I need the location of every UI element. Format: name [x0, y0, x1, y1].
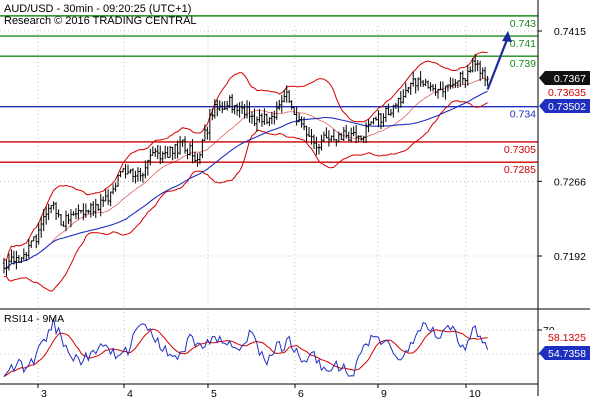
- rsi-line: [3, 317, 489, 377]
- rsi-title: RSI14 - 9MA: [4, 313, 64, 325]
- support-level-label: 0.7305: [504, 144, 536, 156]
- price-badge-last: 0.7367: [539, 71, 590, 85]
- rsi-layer: RSI14 - 9MA: [3, 313, 489, 378]
- rsi-ma-line: [3, 328, 488, 378]
- badges-layer: 0.7367 0.73635 0.73502 58.1325 54.7358: [539, 71, 590, 360]
- support-level-label: 0.7285: [504, 164, 536, 176]
- price-badge-bollinger-label: 0.73635: [548, 87, 586, 99]
- rsi-ma-badge-shape: [539, 330, 590, 344]
- bollinger-middle-band: [3, 77, 488, 269]
- indicators-layer: [3, 31, 512, 292]
- forecast-arrow-shaft: [486, 36, 510, 90]
- price-tick-label: 0.7192: [554, 251, 586, 263]
- time-tick-label: 3: [41, 388, 47, 400]
- moving-average-line: [3, 90, 488, 269]
- price-tick-label: 0.7266: [554, 176, 586, 188]
- price-badge-bollinger-shape: [539, 85, 590, 99]
- forecast-arrow-head: [502, 31, 512, 42]
- price-tick-label: 0.7415: [554, 26, 586, 38]
- candles-layer: [2, 53, 489, 276]
- rsi-ma-badge-label: 58.1325: [548, 332, 586, 344]
- rsi-value-badge-shape: [539, 346, 590, 360]
- rsi-ma-badge: 58.1325: [539, 330, 590, 344]
- levels-layer: 0.743 0.741 0.739 0.734 0.7305 0.7285: [0, 15, 538, 176]
- resistance-level-label: 0.743: [510, 18, 536, 30]
- rsi-value-badge-label: 54.7358: [548, 348, 586, 360]
- time-tick-label: 10: [469, 388, 481, 400]
- price-badge-last-shape: [539, 71, 590, 85]
- price-badge-ma-label: 0.73502: [548, 101, 586, 113]
- rsi-value-badge: 54.7358: [539, 346, 590, 360]
- time-tick-label: 6: [298, 388, 304, 400]
- time-tick-label: 9: [381, 388, 387, 400]
- time-tick-label: 5: [211, 388, 217, 400]
- resistance-level-label: 0.739: [510, 58, 536, 70]
- chart-title: AUD/USD - 30min - 09:20:25 (UTC+1): [4, 3, 191, 15]
- resistance-level-label: 0.741: [510, 38, 536, 50]
- pivot-level-label: 0.734: [510, 109, 536, 121]
- price-badge-bollinger: 0.73635: [539, 85, 590, 99]
- price-badge-last-label: 0.7367: [554, 73, 586, 85]
- copyright-text: Research © 2016 TRADING CENTRAL: [4, 15, 197, 27]
- time-tick-label: 4: [127, 388, 133, 400]
- grid-layer: [0, 26, 538, 384]
- bollinger-upper-band: [3, 51, 488, 261]
- bollinger-lower-band: [3, 100, 488, 292]
- price-badge-ma: 0.73502: [539, 99, 590, 113]
- price-badge-ma-shape: [539, 99, 590, 113]
